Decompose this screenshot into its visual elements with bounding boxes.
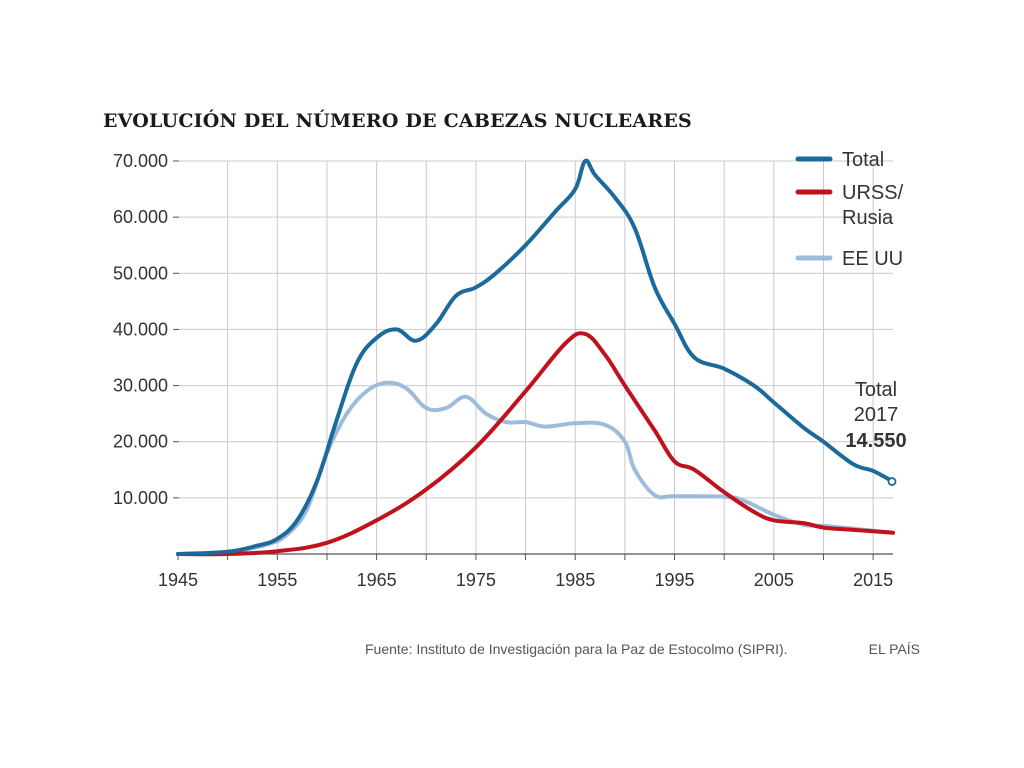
annotation-label: Total [855, 379, 897, 401]
x-tick-label: 1965 [357, 570, 397, 590]
x-tick-label: 2005 [754, 570, 794, 590]
grid [178, 160, 893, 554]
legend: Total URSS/Rusia EE UU [795, 149, 904, 270]
total-endpoint-marker [887, 477, 897, 486]
annotation-year: 2017 [854, 404, 899, 426]
x-tick-label: 1975 [456, 570, 496, 590]
annotation: Total 2017 14.550 [845, 379, 906, 452]
legend-item-urss-label: Rusia [842, 207, 894, 229]
chart-title: EVOLUCIÓN DEL NÚMERO DE CABEZAS NUCLEARE… [103, 109, 692, 132]
series-urss-line [176, 331, 895, 557]
series-lines [176, 158, 897, 557]
x-tick-label: 1985 [555, 570, 595, 590]
y-tick-label: 10.000 [113, 488, 168, 508]
x-tick-label: 2015 [853, 570, 893, 590]
y-tick-label: 60.000 [113, 207, 168, 227]
x-tick-label: 1955 [257, 570, 297, 590]
publisher-logo: EL PAÍS [869, 641, 920, 657]
source-note: Fuente: Instituto de Investigación para … [365, 641, 788, 657]
legend-item-total-label: Total [842, 149, 884, 171]
y-tick-label: 70.000 [113, 151, 168, 171]
legend-item-eeuu-label: EE UU [842, 248, 903, 270]
y-tick-label: 30.000 [113, 376, 168, 396]
y-tick-label: 20.000 [113, 432, 168, 452]
series-eeuu-line [176, 380, 895, 556]
axes: 1945 1955 1965 1975 1985 1995 2005 2015 10.000 20… [113, 151, 893, 590]
y-tick-label: 50.000 [113, 263, 168, 283]
annotation-value: 14.550 [845, 430, 906, 452]
series-total-line [176, 158, 895, 556]
legend-item-urss-label: URSS/ [842, 182, 904, 204]
y-tick-label: 40.000 [113, 319, 168, 339]
x-tick-label: 1995 [655, 570, 695, 590]
x-tick-label: 1945 [158, 570, 198, 590]
